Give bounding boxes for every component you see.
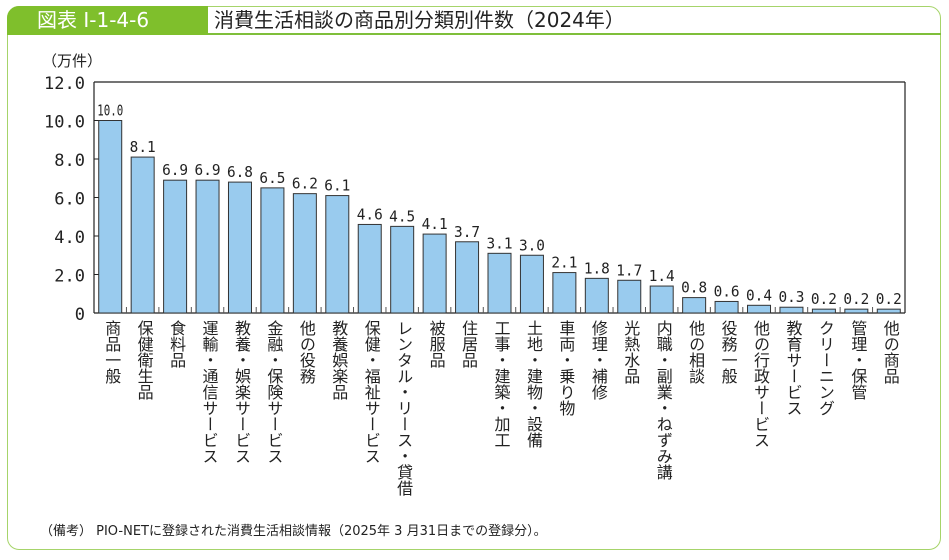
bar-value-label: 0.4 [746,286,772,304]
x-tick-label: 車両・乗り物 [556,320,576,416]
x-tick-label: クリーニング [815,320,835,416]
x-tick-label: 運輸・通信サービス [199,320,219,464]
x-tick-label: 教養・娯楽サービス [231,320,251,464]
bar [455,241,480,314]
x-tick-label: 内職・副業・ねずみ講 [653,320,673,480]
y-axis-unit-label: （万件） [42,52,103,70]
bar-value-label: 6.9 [195,161,221,179]
bar-value-label: 6.9 [162,161,188,179]
bar [260,187,285,314]
y-tick-label: 6.0 [54,190,85,210]
bar [552,272,577,314]
x-tick-label: 保健・福祉サービス [361,320,381,464]
bar [682,297,707,314]
y-tick-label: 12.0 [44,74,85,94]
bar [519,254,544,314]
bar-value-label: 0.3 [778,288,804,306]
bar-value-label: 10.0 [97,102,123,120]
x-tick-label: 他の役務 [296,320,316,384]
bar-value-label: 6.5 [259,169,285,187]
bar [195,179,220,314]
bar-value-label: 0.2 [876,290,902,308]
bar-value-label: 6.1 [324,177,350,195]
title-divider [205,6,208,35]
x-tick-label: 工事・建築・加工 [491,320,511,448]
bar-value-label: 6.8 [227,163,253,181]
bar [844,308,869,314]
figure-label: 図表 I-1-4-6 [7,6,205,35]
bar [876,308,901,314]
x-tick-label: 光熱水品 [621,320,641,384]
y-tick-label: 10.0 [44,113,85,133]
footnote: （備考） PIO-NETに登録された消費生活相談情報（2025年 3 月31日ま… [40,524,547,539]
bar-value-label: 4.6 [357,205,383,223]
bar-value-label: 0.2 [843,290,869,308]
x-tick-label: 住居品 [459,320,479,368]
x-tick-label: 被服品 [426,320,446,368]
bar [163,179,188,314]
x-tick-label: 教養娯楽品 [329,320,349,400]
bar-value-label: 0.6 [714,282,740,300]
bar-value-label: 4.5 [389,207,415,225]
x-tick-label: 土地・建物・設備 [523,320,543,448]
bar [130,156,155,314]
title-bar [7,6,941,35]
bar-value-label: 1.4 [649,267,675,285]
x-tick-label: 保健衛生品 [134,320,154,400]
x-tick-label: 管理・保管 [848,320,868,400]
bar [98,120,123,314]
x-tick-label: 教育サービス [783,320,803,416]
bar-value-label: 2.1 [551,254,577,272]
bar-value-label: 3.1 [487,234,513,252]
y-tick-label: 4.0 [54,228,85,248]
bar [811,308,836,314]
bar [714,300,739,314]
bar [649,285,674,314]
bar-value-label: 8.1 [130,138,156,156]
bar-value-label: 1.8 [584,259,610,277]
bar [487,252,512,314]
bar-value-label: 3.7 [454,223,480,241]
bar-value-label: 0.8 [681,279,707,297]
x-tick-label: 食料品 [167,320,187,368]
chart-title: 消費生活相談の商品別分類別件数（2024年） [214,8,625,32]
bar [390,225,415,314]
bar [779,306,804,314]
x-tick-label: 金融・保険サービス [264,320,284,464]
bar [617,279,642,314]
figure-frame [7,6,941,550]
x-tick-label: 商品一般 [102,320,122,384]
bar [325,195,350,314]
bar [584,277,609,314]
bar [422,233,447,314]
x-tick-label: レンタル・リース・貸借 [394,320,414,496]
bar [292,193,317,314]
bar-value-label: 4.1 [422,215,448,233]
x-tick-label: 他の相談 [686,320,706,384]
x-tick-label: 他の行政サービス [751,320,771,448]
bar [747,304,772,314]
x-tick-label: 修理・補修 [588,320,608,400]
x-tick-label: 他の商品 [880,320,900,384]
bar-value-label: 0.2 [811,290,837,308]
y-tick-label: 2.0 [54,267,85,287]
y-tick-label: 0 [75,305,85,325]
y-tick-label: 8.0 [54,151,85,171]
bar-value-label: 3.0 [519,236,545,254]
bar [227,181,252,314]
bar [357,223,382,314]
x-tick-label: 役務一般 [718,320,738,384]
bar-value-label: 1.7 [616,261,642,279]
bar-value-label: 6.2 [292,175,318,193]
